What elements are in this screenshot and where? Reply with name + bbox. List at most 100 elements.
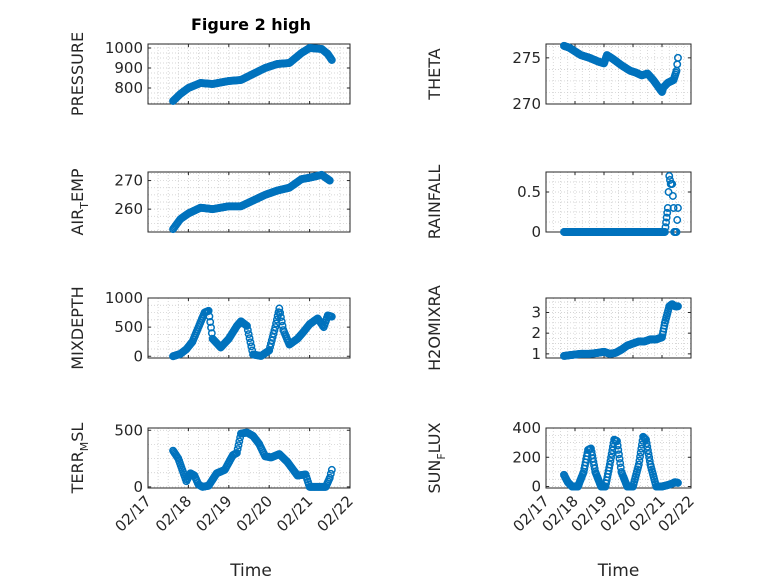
y-axis-label-main: H2OMIXRA	[425, 285, 444, 371]
data-point	[674, 302, 682, 311]
data-point	[674, 204, 682, 212]
subplot-1: 800 900 1000 PRESSURE	[68, 32, 351, 116]
data-point	[642, 439, 651, 448]
data-point	[665, 172, 674, 180]
y-axis-label-main: THETA	[425, 48, 444, 100]
y-tick-label: 0	[531, 223, 541, 241]
axes-frame	[147, 43, 351, 105]
subplot-5: 0 500 1000 MIXDEPTH	[68, 286, 351, 370]
data-point	[666, 176, 674, 184]
y-tick-label: 1	[531, 345, 541, 363]
y-tick-label: 2	[531, 324, 541, 342]
y-axis-label-tail: EMP	[68, 168, 87, 202]
data-point	[672, 228, 681, 236]
data-point	[634, 460, 643, 469]
data-point	[668, 192, 677, 200]
axes-frame	[147, 171, 351, 233]
data-point	[615, 454, 624, 463]
data-point	[668, 180, 677, 188]
data-point	[327, 56, 336, 64]
data-point	[645, 453, 654, 462]
data-point	[271, 323, 280, 332]
y-axis-label: RAINFALL	[425, 165, 444, 240]
data-point	[605, 460, 614, 469]
data-point	[664, 188, 673, 196]
data-point	[636, 448, 645, 457]
data-point	[663, 208, 672, 217]
y-tick-label: 800	[114, 79, 143, 97]
y-tick-label: 0	[133, 478, 143, 496]
data-point	[669, 204, 678, 212]
grid-lines	[545, 44, 692, 105]
data-point	[234, 441, 243, 450]
y-axis-label-subscript: T	[78, 202, 91, 210]
data-point	[246, 338, 255, 347]
y-axis-label-subscript: F	[435, 453, 448, 459]
subplot-2: 270 275 THETA	[425, 41, 692, 113]
data-point	[325, 473, 334, 482]
series-markers	[560, 300, 682, 360]
y-tick-label: 3	[531, 303, 541, 321]
y-axis-label-main: PRESSURE	[68, 32, 87, 116]
data-point	[277, 317, 286, 326]
data-point	[674, 478, 682, 487]
y-tick-label: 400	[512, 419, 541, 437]
data-point	[327, 465, 336, 474]
data-point	[275, 304, 284, 313]
data-point	[660, 228, 669, 236]
x-axis-label: Time	[229, 561, 272, 581]
data-point	[616, 459, 625, 468]
data-point	[613, 441, 622, 450]
axes-frame	[147, 427, 351, 489]
y-axis-label-main: MIXDEPTH	[68, 286, 87, 369]
subplot-3: 260 270 AIRTEMP	[68, 168, 351, 236]
data-point	[673, 216, 682, 224]
series-markers	[560, 172, 682, 236]
y-tick-label: 900	[114, 59, 143, 77]
x-tick-label: 02/20	[233, 492, 276, 535]
y-tick-label: 1000	[105, 289, 143, 307]
x-tick-label: 02/18	[152, 492, 195, 535]
data-point	[244, 330, 253, 339]
data-point	[673, 60, 682, 69]
data-point	[232, 448, 241, 457]
data-point	[662, 213, 671, 222]
y-axis-label-tail: SL	[68, 423, 87, 442]
x-tick-label: 02/21	[273, 492, 316, 535]
data-point	[276, 308, 285, 317]
axes-frame	[545, 43, 692, 105]
figure-title: Figure 2 high	[191, 15, 311, 34]
data-point	[276, 313, 285, 322]
y-axis-label-main: TERR	[68, 451, 87, 494]
x-axis-label: Time	[597, 561, 640, 581]
data-point	[643, 446, 652, 455]
data-point	[270, 326, 279, 335]
data-point	[325, 176, 334, 185]
x-tick-label: 02/19	[192, 492, 235, 535]
y-tick-label: 200	[512, 448, 541, 466]
axes-frame	[147, 297, 351, 359]
data-point	[243, 322, 251, 330]
series-markers	[560, 432, 682, 491]
y-tick-label: 1000	[105, 39, 143, 57]
y-axis-label-main: RAINFALL	[425, 165, 444, 240]
data-point	[642, 435, 650, 444]
data-point	[644, 449, 653, 458]
y-axis-label: AIRTEMP	[68, 168, 91, 235]
y-axis-label: H2OMIXRA	[425, 285, 444, 371]
data-point	[635, 456, 644, 465]
data-point	[327, 312, 336, 321]
data-point	[245, 334, 254, 343]
y-tick-label: 0	[531, 478, 541, 496]
series-markers	[169, 44, 336, 105]
subplot-6: 1 2 3 H2OMIXRA	[425, 285, 692, 371]
y-axis-label: TERRMSL	[68, 423, 91, 495]
y-axis-label-subscript: M	[78, 442, 91, 452]
y-tick-label: 275	[512, 49, 541, 67]
y-axis-label-main: AIR	[68, 209, 87, 236]
y-tick-label: 500	[114, 318, 143, 336]
y-tick-label: 260	[114, 200, 143, 218]
